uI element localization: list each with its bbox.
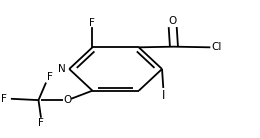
Text: F: F <box>89 18 95 28</box>
Text: I: I <box>162 89 165 102</box>
Text: O: O <box>63 95 72 105</box>
Text: O: O <box>168 16 177 26</box>
Text: N: N <box>58 64 66 74</box>
Text: F: F <box>47 72 53 82</box>
Text: F: F <box>38 118 44 128</box>
Text: F: F <box>1 94 7 104</box>
Text: Cl: Cl <box>212 42 222 52</box>
